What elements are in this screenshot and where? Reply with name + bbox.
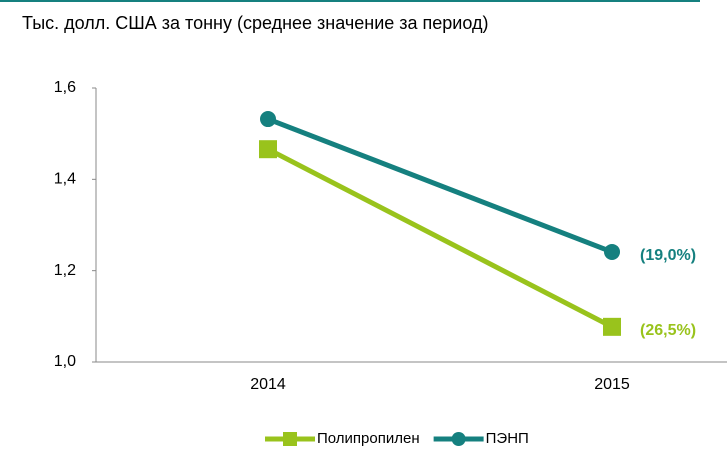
point [604,243,620,260]
point [603,317,621,336]
change-label: (19,0%) [640,247,696,264]
x-tick-label: 2015 [594,376,630,393]
series-line [267,116,613,255]
y-tick-label: 1,4 [54,171,76,188]
y-tick-label: 1,0 [54,353,76,370]
x-tick-label: 2014 [250,376,286,393]
point [259,140,277,159]
point [260,111,276,128]
y-tick-label: 1,6 [54,79,76,96]
y-tick-label: 1,2 [54,262,76,279]
legend-label: ПЭНП [486,430,529,447]
change-label: (26,5%) [640,322,696,339]
series-line [266,146,614,330]
legend-marker [451,432,466,446]
legend-marker [283,432,297,446]
chart-title: Тыс. долл. США за тонну (среднее значени… [22,13,488,33]
legend-label: Полипропилен [317,430,420,447]
